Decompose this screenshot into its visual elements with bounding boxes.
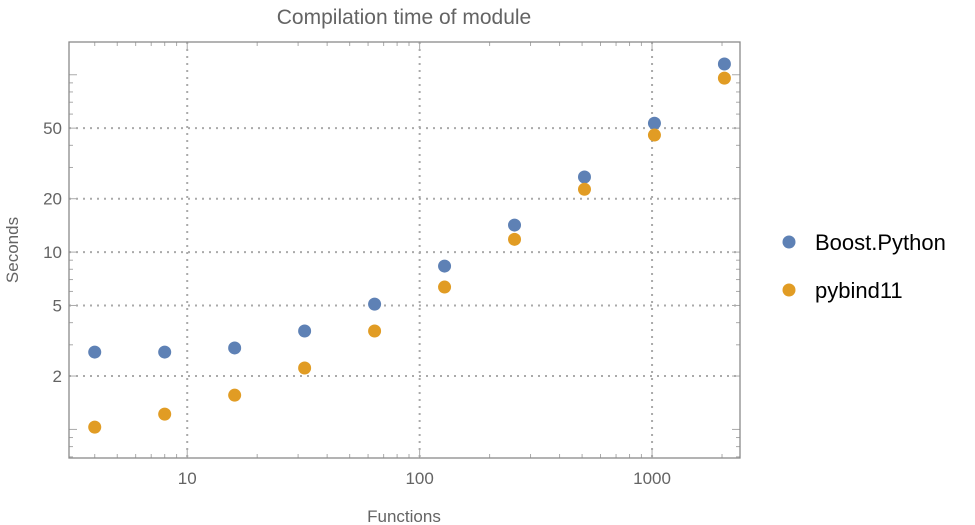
data-point-boost-python bbox=[158, 345, 172, 359]
axis-ticks bbox=[69, 42, 740, 458]
x-axis-label: Functions bbox=[367, 507, 441, 525]
plot-frame bbox=[68, 41, 741, 459]
legend-marker-boost-python bbox=[782, 235, 796, 249]
data-point-pybind11 bbox=[158, 407, 172, 421]
data-point-pybind11 bbox=[508, 232, 522, 246]
data-point-boost-python bbox=[717, 57, 731, 71]
data-point-pybind11 bbox=[717, 71, 731, 85]
x-tick-label: 1000 bbox=[633, 469, 671, 488]
y-tick-label: 5 bbox=[53, 296, 62, 315]
data-point-pybind11 bbox=[368, 324, 382, 338]
data-point-pybind11 bbox=[298, 361, 312, 375]
legend: Boost.Python pybind11 bbox=[782, 230, 946, 303]
data-point-boost-python bbox=[647, 116, 661, 130]
data-point-boost-python bbox=[88, 345, 102, 359]
legend-label-boost-python: Boost.Python bbox=[815, 230, 946, 255]
data-points bbox=[88, 57, 731, 434]
data-point-boost-python bbox=[298, 324, 312, 338]
data-point-boost-python bbox=[438, 259, 452, 273]
y-tick-label: 20 bbox=[43, 190, 62, 209]
data-point-pybind11 bbox=[438, 280, 452, 294]
y-tick-label: 50 bbox=[43, 119, 62, 138]
legend-label-pybind11: pybind11 bbox=[815, 278, 903, 303]
y-tick-label: 10 bbox=[43, 243, 62, 262]
y-axis-label: Seconds bbox=[3, 217, 22, 283]
y-tick-label: 2 bbox=[53, 367, 62, 386]
tick-labels: 10 100 1000 2 5 10 20 50 bbox=[43, 119, 671, 488]
x-tick-label: 100 bbox=[405, 469, 433, 488]
data-point-pybind11 bbox=[228, 388, 242, 402]
grid bbox=[69, 42, 740, 458]
chart-title: Compilation time of module bbox=[277, 6, 531, 29]
data-point-pybind11 bbox=[577, 182, 591, 196]
legend-marker-pybind11 bbox=[782, 283, 796, 297]
x-tick-label: 10 bbox=[178, 469, 197, 488]
data-point-pybind11 bbox=[88, 420, 102, 434]
data-point-boost-python bbox=[577, 170, 591, 184]
data-point-pybind11 bbox=[647, 128, 661, 142]
data-point-boost-python bbox=[228, 341, 242, 355]
data-point-boost-python bbox=[508, 218, 522, 232]
data-point-boost-python bbox=[368, 297, 382, 311]
